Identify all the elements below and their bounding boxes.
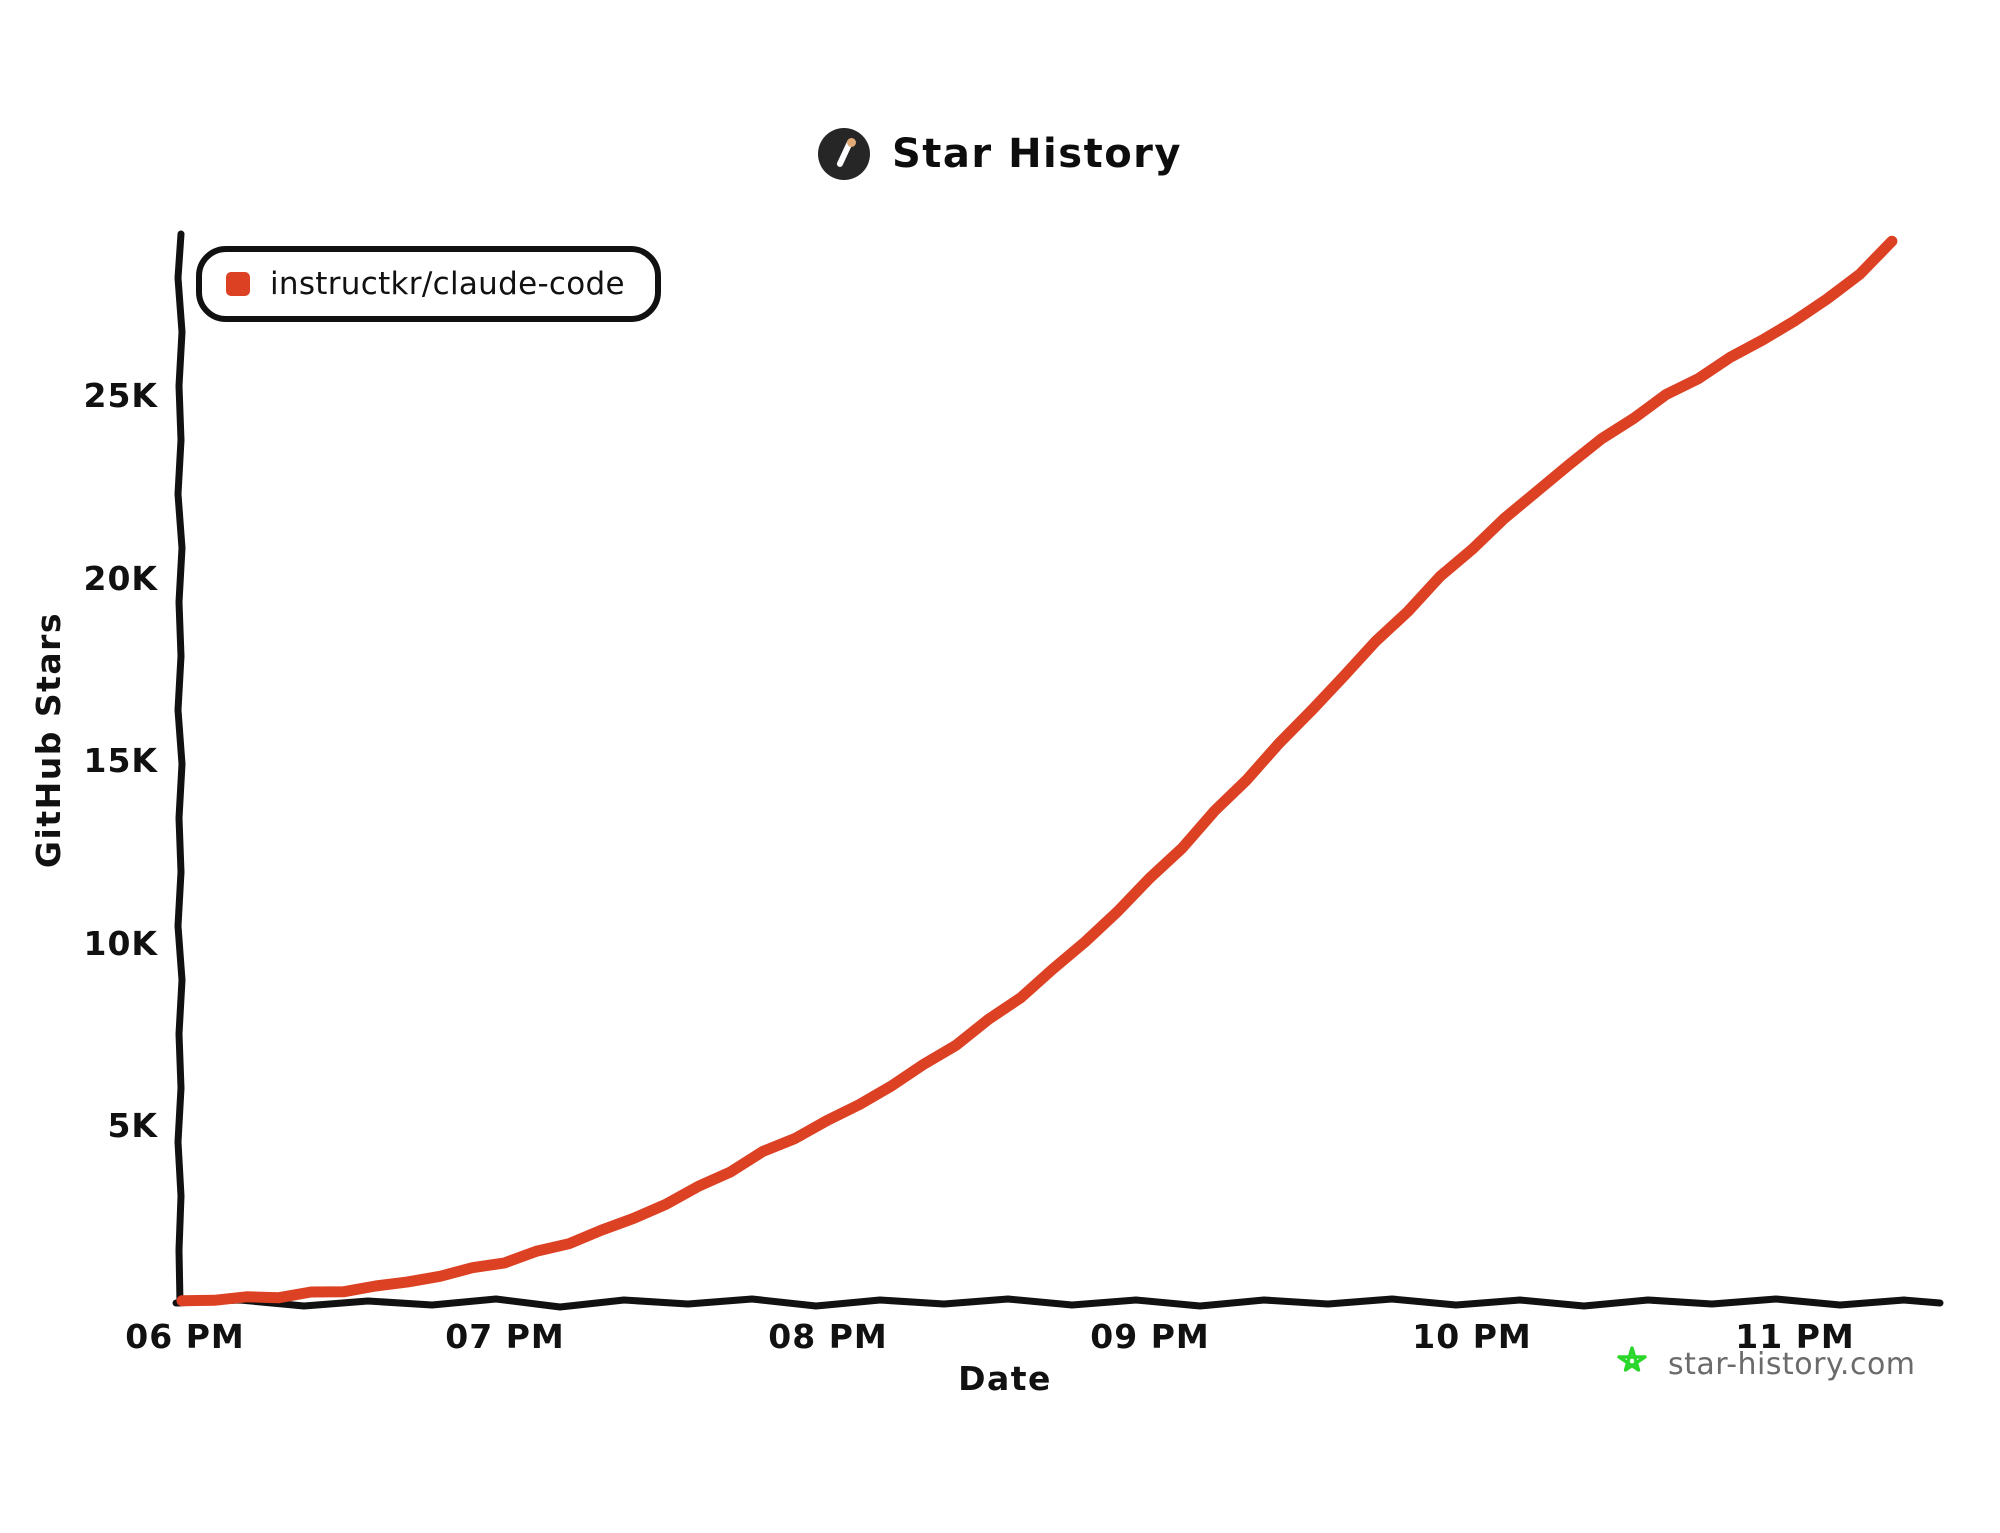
series-line-instructkr-claude-code: [176, 235, 1898, 1307]
x-tick-label-11pm: 11 PM: [1735, 1317, 1854, 1356]
x-tick-label-09pm: 09 PM: [1090, 1317, 1209, 1356]
star-history-logo-icon: [818, 128, 870, 180]
page-title-label: Star History: [892, 131, 1182, 177]
legend-swatch-icon: [226, 272, 250, 296]
x-tick-label-07pm: 07 PM: [445, 1317, 564, 1356]
legend-entry-label: instructkr/claude-code: [270, 266, 625, 302]
watermark[interactable]: star-history.com: [1612, 1344, 1916, 1384]
green-star-icon: [1617, 1346, 1647, 1372]
y-tick-label-15k: 15K: [84, 741, 159, 780]
x-tick-label-06pm: 06 PM: [125, 1317, 244, 1356]
pen-tip-icon: [847, 138, 856, 147]
watermark-label: star-history.com: [1668, 1346, 1916, 1382]
x-axis-title: Date: [958, 1359, 1052, 1398]
x-tick-label-10pm: 10 PM: [1412, 1317, 1531, 1356]
y-axis-line: [174, 230, 186, 1307]
y-tick-label-20k: 20K: [84, 559, 159, 598]
y-tick-label-5k: 5K: [107, 1106, 158, 1145]
y-axis-title: GitHub Stars: [29, 612, 68, 868]
page-title: Star History: [0, 118, 2000, 190]
x-axis-line: [172, 1295, 1944, 1311]
chart-legend[interactable]: instructkr/claude-code: [196, 246, 661, 322]
y-tick-label-25k: 25K: [84, 376, 159, 415]
y-tick-label-10k: 10K: [84, 924, 159, 963]
x-tick-label-08pm: 08 PM: [768, 1317, 887, 1356]
